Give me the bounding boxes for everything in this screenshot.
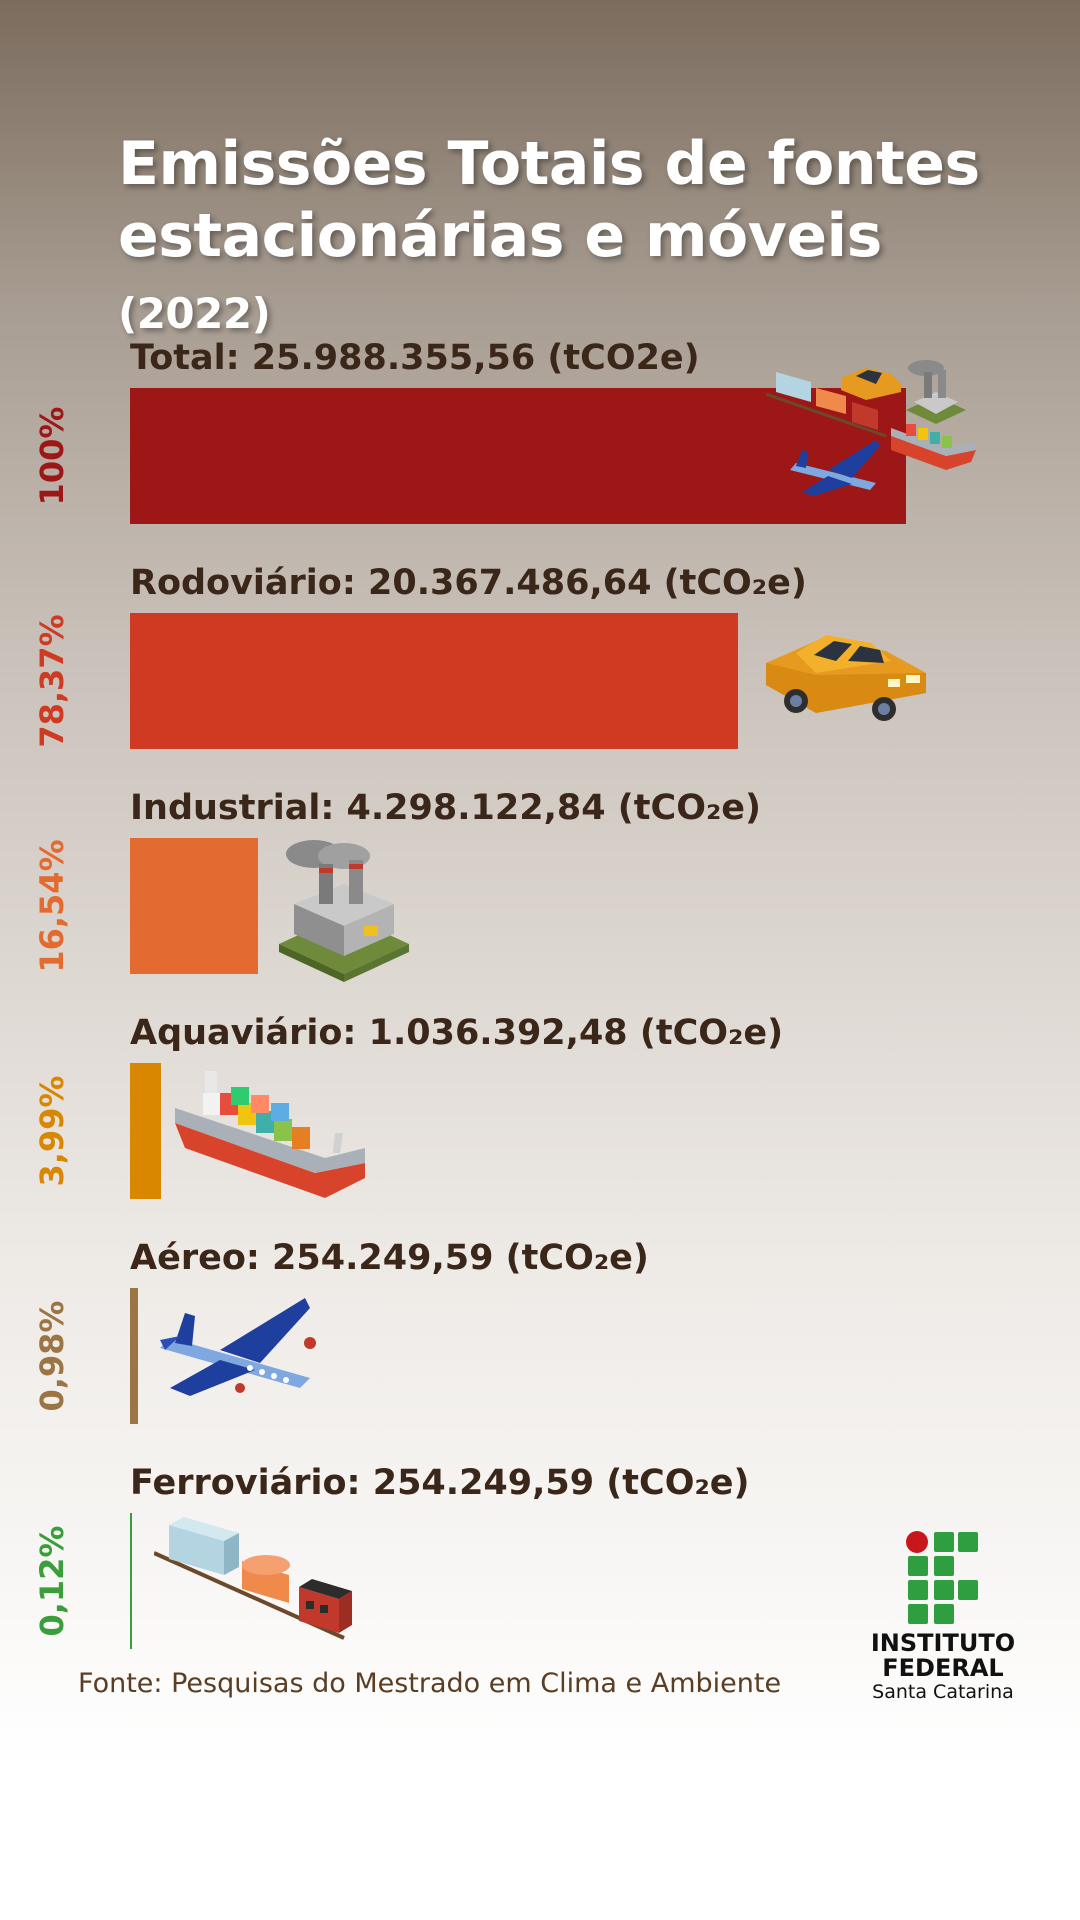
transport-group-icon (765, 358, 976, 522)
ship-icon (174, 1063, 365, 1207)
source-note: Fonte: Pesquisas do Mestrado em Clima e … (78, 1668, 782, 1699)
bar (130, 388, 906, 524)
bar-row-3: Industrial: 4.298.122,84 (tCO₂e) 16,54% (0, 788, 1080, 1012)
car-icon (756, 613, 936, 737)
chart-title: Emissões Totais de fontes estacionárias … (118, 128, 1018, 350)
title-line-2-text: estacionárias e móveis (118, 201, 882, 271)
airplane-icon (159, 1288, 320, 1412)
bar (130, 838, 259, 974)
factory-icon (274, 834, 414, 988)
bar-row-2: Rodoviário: 20.367.486,64 (tCO₂e) 78,37% (0, 563, 1080, 787)
logo-line-3: Santa Catarina (872, 1681, 1014, 1703)
bar-label: Total: 25.988.355,56 (tCO2e) (130, 338, 700, 378)
bar-percent-label: 3,99% (33, 1075, 71, 1187)
ifsc-logo-mark (906, 1531, 978, 1624)
bar (130, 613, 739, 749)
bar-percent-label: 16,54% (33, 839, 71, 973)
bar-label: Ferroviário: 254.249,59 (tCO₂e) (130, 1463, 750, 1503)
logo-line-2: FEDERAL (882, 1654, 1004, 1682)
bar (130, 1288, 138, 1424)
bar-label: Aquaviário: 1.036.392,48 (tCO₂e) (130, 1013, 784, 1053)
bar-percent-label: 0,98% (33, 1300, 71, 1412)
title-line-1: Emissões Totais de fontes (118, 129, 980, 199)
ifsc-logo: INSTITUTO FEDERAL Santa Catarina (868, 1530, 1018, 1710)
bar-percent-label: 0,12% (33, 1525, 71, 1637)
bar (130, 1513, 132, 1649)
logo-line-1: INSTITUTO (870, 1629, 1016, 1657)
title-line-2: estacionárias e móveis (2022) (118, 200, 1018, 350)
bar (130, 1063, 161, 1199)
bar-row-1: Total: 25.988.355,56 (tCO2e) 100% (0, 338, 1080, 562)
bar-label: Aéreo: 254.249,59 (tCO₂e) (130, 1238, 649, 1278)
bar-label: Rodoviário: 20.367.486,64 (tCO₂e) (130, 563, 807, 603)
bar-row-5: Aéreo: 254.249,59 (tCO₂e) 0,98% (0, 1238, 1080, 1462)
bar-row-4: Aquaviário: 1.036.392,48 (tCO₂e) 3,99% (0, 1013, 1080, 1237)
bar-percent-label: 78,37% (33, 614, 71, 748)
title-year: (2022) (118, 289, 271, 338)
bar-percent-label: 100% (33, 406, 71, 506)
bar-row-6: Ferroviário: 254.249,59 (tCO₂e) 0,12% (0, 1463, 1080, 1687)
bar-label: Industrial: 4.298.122,84 (tCO₂e) (130, 788, 762, 828)
train-icon (153, 1513, 354, 1667)
